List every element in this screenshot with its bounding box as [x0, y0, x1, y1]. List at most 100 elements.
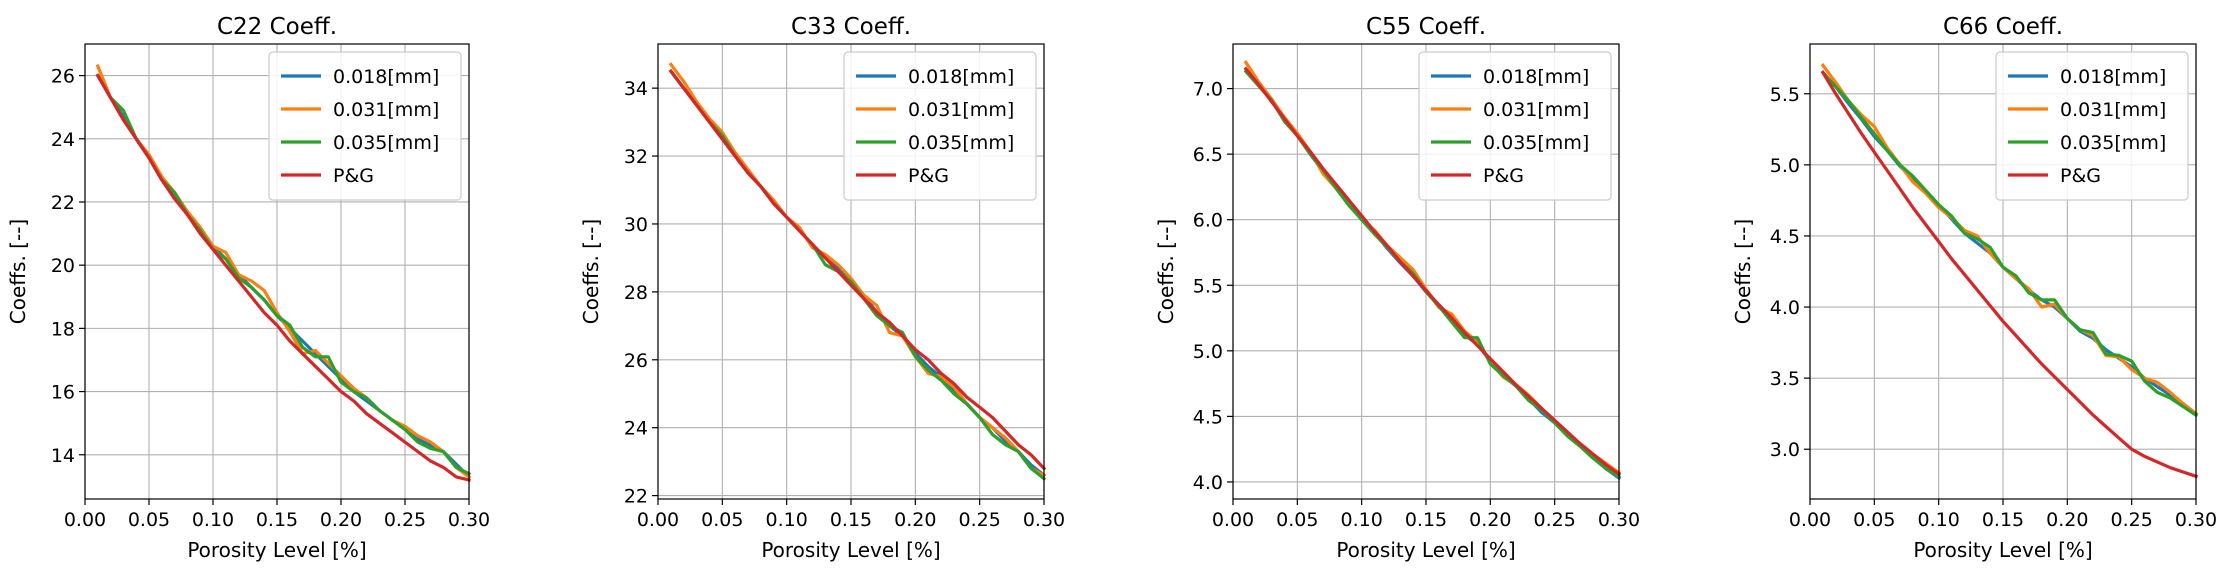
- x-tick-label: 0.25: [959, 509, 1001, 531]
- y-tick-label: 20: [51, 255, 75, 277]
- legend-label: 0.035[mm]: [2060, 132, 2166, 154]
- y-axis-label: Coeffs. [--]: [6, 219, 30, 324]
- chart-title: C55 Coeff.: [1366, 14, 1486, 40]
- y-tick-label: 18: [51, 318, 75, 340]
- y-tick-label: 5.5: [1193, 275, 1223, 297]
- y-tick-label: 6.0: [1193, 210, 1223, 232]
- legend-box: [268, 51, 462, 201]
- legend-label: 0.018[mm]: [2060, 66, 2166, 88]
- legend: 0.018[mm] 0.031[mm] 0.035[mm] P&G: [843, 51, 1037, 201]
- x-axis-label: Porosity Level [%]: [1336, 538, 1515, 562]
- x-tick-label: 0.05: [701, 509, 743, 531]
- y-axis-label: Coeffs. [--]: [1154, 219, 1178, 324]
- y-tick-label: 14: [51, 445, 75, 467]
- y-tick-label: 7.0: [1193, 79, 1223, 101]
- x-tick-label: 0.30: [2175, 509, 2217, 531]
- series-line-4: [1820, 70, 2199, 479]
- x-tick-label: 0.25: [384, 509, 426, 531]
- x-tick-label: 0.20: [894, 509, 936, 531]
- series-line-4: [1243, 66, 1622, 477]
- y-tick-label: 4.5: [1193, 406, 1223, 428]
- x-tick-label: 0.00: [1789, 509, 1831, 531]
- legend-box: [1995, 51, 2189, 201]
- series-line-3: [1820, 70, 2199, 418]
- y-tick-label: 3.0: [1770, 439, 1800, 461]
- chart-panel-3: 0.00 0.05 0.10 0.15 0.20 0.25 0.30 4.0 4.5 5.0 5.5…: [1154, 14, 1640, 562]
- x-axis-label: Porosity Level [%]: [187, 538, 366, 562]
- legend-label: 0.018[mm]: [333, 66, 439, 88]
- y-tick-label: 26: [624, 350, 648, 372]
- x-tick-label: 0.25: [1534, 509, 1576, 531]
- legend: 0.018[mm] 0.031[mm] 0.035[mm] P&G: [1995, 51, 2189, 201]
- chart-title: C66 Coeff.: [1943, 14, 2063, 40]
- x-axis-label: Porosity Level [%]: [761, 538, 940, 562]
- x-tick-label: 0.10: [192, 509, 234, 531]
- y-axis-label: Coeffs. [--]: [579, 219, 603, 324]
- x-tick-label: 0.10: [1918, 509, 1960, 531]
- x-tick-label: 0.25: [2111, 509, 2153, 531]
- y-tick-label: 16: [51, 382, 75, 404]
- x-tick-label: 0.30: [1598, 509, 1640, 531]
- y-tick-label: 24: [51, 129, 75, 151]
- x-tick-label: 0.15: [830, 509, 872, 531]
- x-tick-label: 0.00: [637, 509, 679, 531]
- x-tick-label: 0.15: [1405, 509, 1447, 531]
- x-tick-label: 0.05: [128, 509, 170, 531]
- legend: 0.018[mm] 0.031[mm] 0.035[mm] P&G: [268, 51, 462, 201]
- x-tick-label: 0.15: [1982, 509, 2024, 531]
- x-tick-label: 0.30: [1023, 509, 1065, 531]
- x-tick-label: 0.20: [320, 509, 362, 531]
- y-tick-label: 5.0: [1193, 341, 1223, 363]
- chart-title: C22 Coeff.: [217, 14, 337, 40]
- x-tick-label: 0.05: [1276, 509, 1318, 531]
- y-tick-label: 4.0: [1770, 297, 1800, 319]
- legend-label: 0.031[mm]: [908, 99, 1014, 121]
- x-axis-label: Porosity Level [%]: [1913, 538, 2092, 562]
- legend-label: P&G: [908, 165, 949, 187]
- y-tick-label: 3.5: [1770, 368, 1800, 390]
- chart-panel-2: 0.00 0.05 0.10 0.15 0.20 0.25 0.30 22 24 26 28 30 32…: [579, 14, 1065, 562]
- y-tick-label: 5.0: [1770, 155, 1800, 177]
- x-tick-label: 0.00: [1212, 509, 1254, 531]
- y-tick-label: 26: [51, 66, 75, 88]
- legend-label: 0.031[mm]: [333, 99, 439, 121]
- x-tick-label: 0.00: [64, 509, 106, 531]
- chart-panel-4: 0.00 0.05 0.10 0.15 0.20 0.25 0.30 3.0 3.5 4.0 4.5…: [1731, 14, 2217, 562]
- y-tick-label: 22: [624, 486, 648, 508]
- x-tick-label: 0.10: [1341, 509, 1383, 531]
- legend-label: 0.031[mm]: [1483, 99, 1589, 121]
- legend-label: 0.035[mm]: [1483, 132, 1589, 154]
- x-tick-label: 0.05: [1853, 509, 1895, 531]
- x-tick-label: 0.30: [448, 509, 490, 531]
- y-tick-label: 24: [624, 418, 648, 440]
- legend: 0.018[mm] 0.031[mm] 0.035[mm] P&G: [1418, 51, 1612, 201]
- series-line-4: [95, 73, 471, 482]
- chart-panel-1: 0.00 0.05 0.10 0.15 0.20 0.25 0.30 14 16 18 20 22 24…: [6, 14, 490, 562]
- y-tick-label: 5.5: [1770, 84, 1800, 106]
- y-tick-label: 32: [624, 146, 648, 168]
- y-tick-label: 34: [624, 78, 648, 100]
- chart-title: C33 Coeff.: [791, 14, 911, 40]
- y-tick-label: 30: [624, 214, 648, 236]
- legend-label: 0.018[mm]: [908, 66, 1014, 88]
- legend-label: 0.035[mm]: [908, 132, 1014, 154]
- legend-box: [1418, 51, 1612, 201]
- y-tick-label: 22: [51, 192, 75, 214]
- legend-label: P&G: [2060, 165, 2101, 187]
- legend-label: 0.031[mm]: [2060, 99, 2166, 121]
- y-axis-label: Coeffs. [--]: [1731, 219, 1755, 324]
- legend-box: [843, 51, 1037, 201]
- legend-label: P&G: [1483, 165, 1524, 187]
- x-tick-label: 0.20: [1469, 509, 1511, 531]
- y-tick-label: 4.0: [1193, 472, 1223, 494]
- x-tick-label: 0.10: [766, 509, 808, 531]
- x-tick-label: 0.20: [2046, 509, 2088, 531]
- y-tick-label: 28: [624, 282, 648, 304]
- x-tick-label: 0.15: [256, 509, 298, 531]
- legend-label: P&G: [333, 165, 374, 187]
- y-tick-label: 4.5: [1770, 226, 1800, 248]
- legend-label: 0.035[mm]: [333, 132, 439, 154]
- series-line-4: [668, 68, 1047, 471]
- y-tick-label: 6.5: [1193, 144, 1223, 166]
